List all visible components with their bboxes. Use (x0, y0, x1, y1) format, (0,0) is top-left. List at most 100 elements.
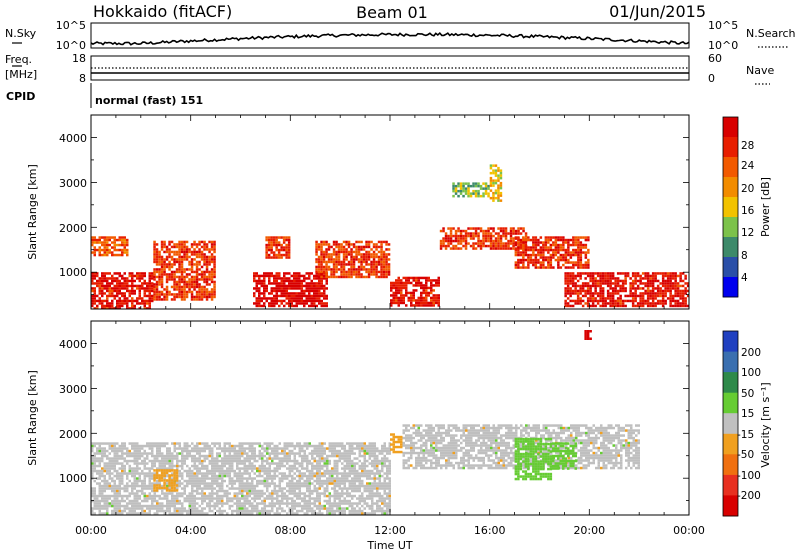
power-cell-8 (679, 284, 682, 288)
velocity-cell-0 (306, 482, 309, 485)
power-cell-8 (639, 302, 642, 305)
power-cell-4 (380, 253, 383, 256)
power-cell-8 (616, 299, 620, 303)
velocity-cell-0 (281, 502, 284, 505)
velocity-cell-0 (293, 504, 296, 508)
power-cell-0 (108, 272, 111, 275)
power-cell-2 (288, 282, 291, 285)
power-cell-2 (283, 282, 286, 285)
velocity-cell-0 (156, 479, 159, 483)
power-cell-7 (557, 246, 560, 249)
power-cell-4 (367, 263, 371, 266)
power-cell-1 (168, 248, 171, 251)
velocity-cell-0 (183, 449, 186, 453)
power-cell-2 (285, 292, 288, 295)
velocity-cell-0 (281, 489, 284, 493)
velocity-cell-0 (161, 467, 164, 470)
velocity-cell-0 (208, 447, 211, 450)
power-cell-0 (93, 307, 96, 309)
power-cell-6 (504, 234, 508, 238)
power-cell-4 (387, 265, 391, 269)
power-cell-4 (327, 275, 331, 279)
velocity-cell-0 (268, 492, 271, 495)
velocity-cell-0 (298, 489, 301, 493)
velocity-cell-0 (188, 472, 191, 475)
power-cell-0 (138, 272, 141, 275)
power-cell-10 (497, 176, 500, 180)
power-cell-1 (170, 263, 174, 266)
velocity-cell-0 (126, 474, 129, 478)
velocity-cell-0 (171, 467, 174, 470)
velocity-cell-0 (221, 484, 224, 488)
power-cell-1 (180, 273, 184, 276)
power-cell-7 (529, 258, 533, 262)
power-cell-4 (372, 270, 376, 274)
velocity-cell-0 (116, 492, 119, 495)
velocity-cell-0 (218, 489, 221, 493)
velocity-cell-0 (193, 507, 196, 510)
velocity-cell-0 (161, 454, 164, 458)
power-cell-1 (178, 263, 181, 266)
power-cell-8 (614, 299, 617, 303)
velocity-cell-0 (126, 482, 129, 485)
velocity-cell-0 (263, 464, 266, 468)
power-cell-2 (255, 272, 258, 275)
power-cell-1 (153, 295, 156, 299)
velocity-cell-0 (188, 477, 191, 480)
power-cell-8 (609, 279, 612, 283)
velocity-cell-0 (243, 497, 246, 500)
velocity-cell-0 (228, 464, 231, 468)
velocity-cell-0 (226, 457, 229, 460)
power-cell-11 (101, 241, 104, 244)
power-cell-8 (619, 294, 622, 298)
power-cell-8 (599, 279, 602, 283)
power-cell-7 (517, 263, 520, 267)
velocity-cell-0 (231, 509, 234, 513)
power-cell-6 (457, 239, 460, 243)
power-cell-4 (370, 268, 373, 271)
velocity-cell-0 (123, 457, 126, 460)
velocity-cell-0 (93, 442, 96, 445)
velocity-cell-0 (196, 507, 199, 510)
power-cell-8 (571, 282, 575, 285)
power-cell-3 (270, 256, 273, 259)
velocity-cell-0 (116, 497, 119, 500)
velocity-cell-0 (298, 494, 301, 498)
power-cell-1 (153, 255, 156, 259)
power-cell-1 (203, 270, 206, 274)
velocity-cell-0 (201, 499, 204, 503)
velocity-cell-0 (133, 484, 136, 488)
power-cell-8 (591, 284, 595, 288)
velocity-cell-0 (156, 467, 159, 470)
velocity-cell-0 (251, 447, 254, 450)
power-cell-4 (325, 275, 328, 279)
velocity-cell-0 (186, 499, 189, 503)
power-cell-0 (138, 302, 141, 305)
power-cell-1 (170, 293, 174, 296)
power-cell-4 (342, 258, 346, 261)
power-cell-7 (537, 253, 540, 257)
velocity-cell-0 (168, 452, 171, 455)
power-cell-4 (345, 255, 348, 259)
power-cell-7 (554, 253, 558, 257)
power-cell-8 (571, 272, 575, 275)
velocity-cell-0 (133, 444, 136, 448)
velocity-cell-0 (166, 497, 169, 500)
velocity-cell-0 (296, 487, 299, 490)
velocity-cell-0 (298, 469, 301, 473)
power-cell-8 (594, 277, 597, 280)
velocity-cell-0 (91, 487, 94, 490)
power-cell-0 (106, 284, 109, 288)
velocity-cell-0 (303, 472, 306, 475)
velocity-cell-0 (133, 499, 136, 503)
power-cell-2 (268, 304, 271, 308)
power-cell-1 (213, 243, 216, 246)
power-cell-0 (98, 299, 101, 303)
power-cell-8 (584, 277, 587, 280)
power-cell-4 (317, 245, 321, 249)
power-cell-4 (380, 265, 383, 269)
velocity-cell-0 (303, 457, 306, 460)
power-cell-0 (146, 282, 149, 285)
power-cell-7 (572, 261, 575, 264)
velocity-cell-0 (193, 474, 196, 478)
